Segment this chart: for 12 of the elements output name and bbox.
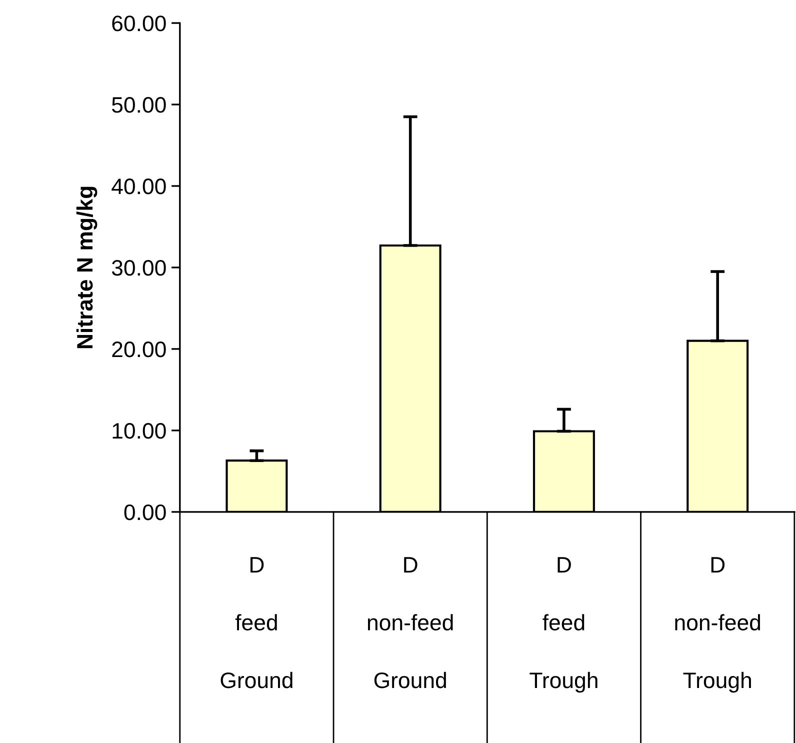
category-label: D feed Trough — [530, 557, 598, 693]
category-label: D feed Ground — [220, 557, 292, 688]
y-axis-title: Nitrate N mg/kg — [76, 186, 98, 348]
y-tick-label: 30.00 — [112, 260, 166, 276]
category-label: D non-feed Trough — [675, 557, 760, 693]
y-tick-label: 0.00 — [124, 504, 166, 520]
y-tick-label: 50.00 — [112, 97, 166, 113]
y-tick-label: 60.00 — [112, 16, 166, 32]
category-label: D non-feed Ground — [368, 557, 453, 688]
y-tick-label: 20.00 — [112, 341, 166, 358]
y-tick-label: 10.00 — [112, 422, 166, 439]
y-tick-label: 40.00 — [112, 178, 166, 194]
